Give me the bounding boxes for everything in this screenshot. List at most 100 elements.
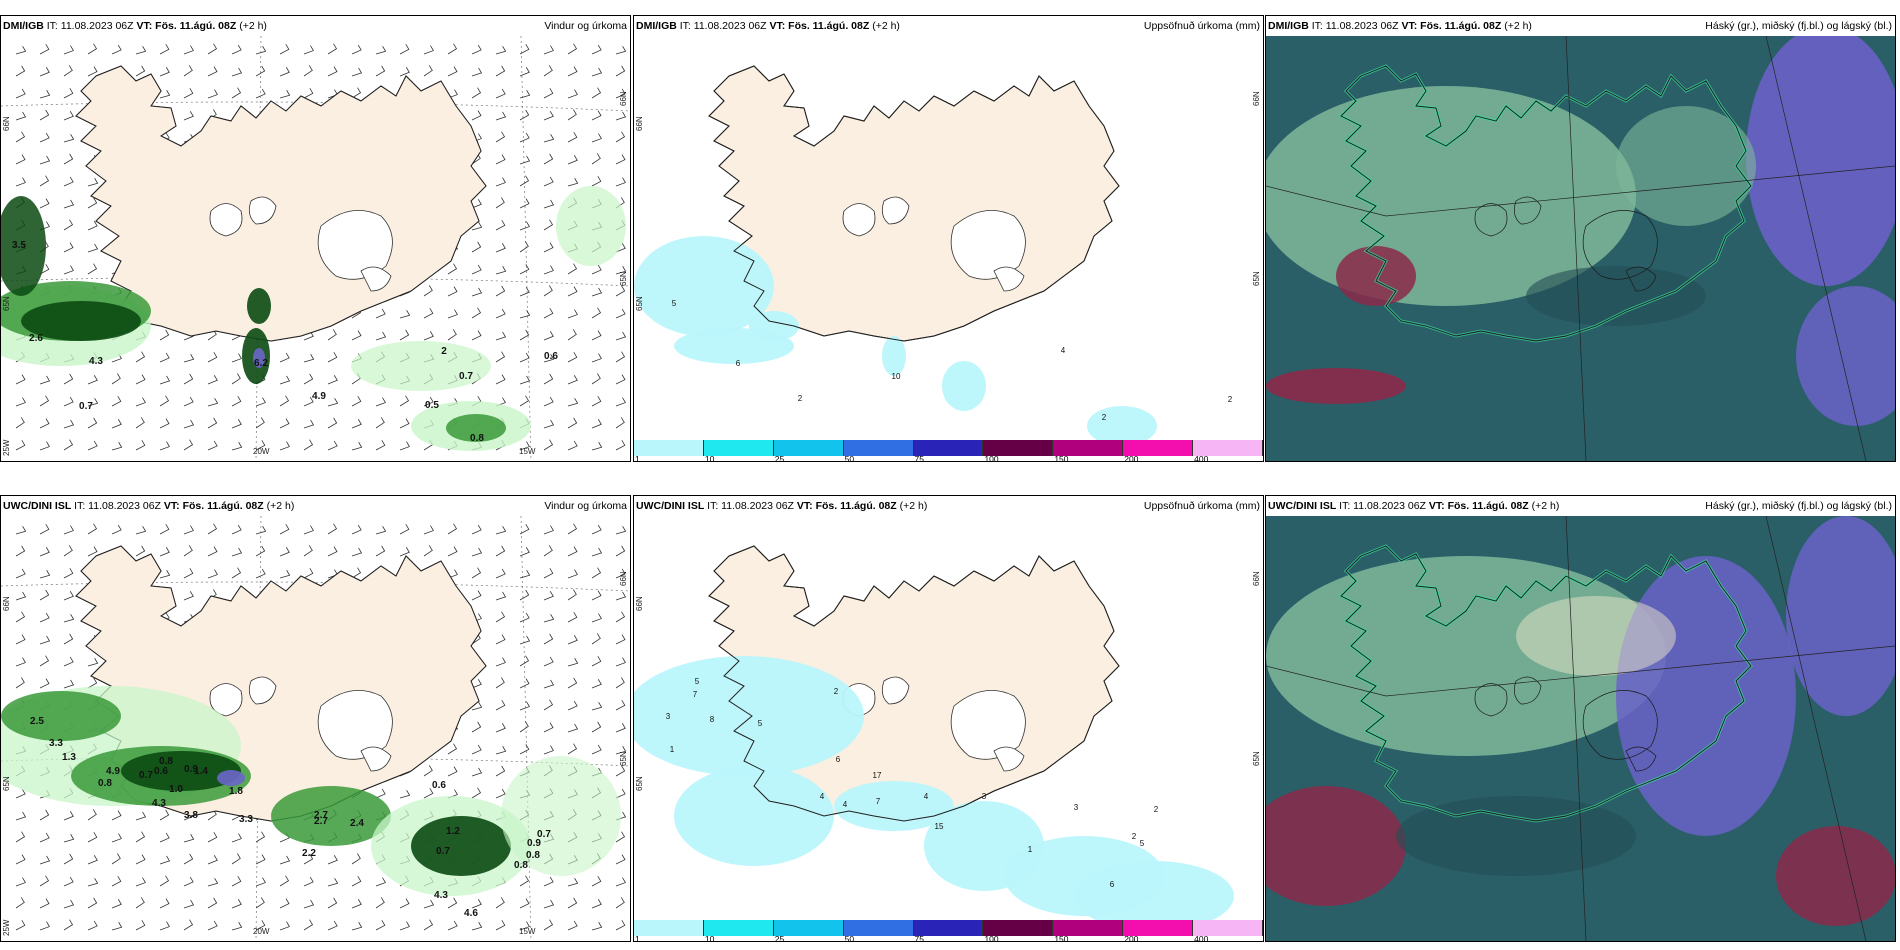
wind-barb [519,395,530,407]
value-label: 8 [710,715,715,724]
value-label: 17 [873,771,882,780]
wind-barb [471,222,483,231]
wind-barb [87,920,98,931]
value-label: 0.7 [459,371,473,382]
panel-header: DMI/IGB IT: 11.08.2023 06Z VT: Fös. 11.á… [634,16,1263,36]
wind-barb [159,898,170,909]
wind-barb [303,65,313,77]
wind-barb [471,199,482,209]
wind-barb [567,132,578,143]
wind-barb [135,811,147,821]
wind-barb [15,634,26,645]
wind-barb [519,175,530,187]
wind-barb [567,155,578,165]
wind-barb [591,396,602,407]
wind-barb [495,111,507,121]
wind-barb [591,353,602,363]
wind-barb [159,395,170,407]
colorbar-swatch [1123,440,1194,456]
wind-barb [423,45,434,55]
wind-barb [615,266,627,275]
wind-barb [519,570,531,579]
wind-barb [159,90,171,99]
value-label: 4 [820,792,825,801]
wind-barb [471,67,483,77]
wind-barb [543,419,555,429]
wind-barb [519,132,530,143]
value-label: 2.4 [350,818,364,829]
wind-barb [543,265,554,275]
wind-barb [351,44,362,55]
wind-barb [543,679,555,689]
wind-barb [39,418,50,429]
wind-barb [591,133,602,143]
wind-barb [63,134,75,143]
wind-barb [591,547,603,557]
wind-barb [567,286,578,297]
wind-barb [423,65,433,77]
wind-barb [231,853,241,865]
wind-barb [303,439,314,451]
wind-barb [231,524,242,535]
valid-time-label: VT: [1401,20,1418,32]
wind-barb [39,132,50,143]
wind-barb [519,547,530,557]
accum-precip-map: 5 6 2 10 4 2 2 66N 65N 66N 65N [634,36,1263,461]
wind-barb [255,877,266,887]
wind-barb [495,154,506,165]
wind-barb [63,919,74,931]
colorbar-swatch [843,440,914,456]
wind-barb [543,439,554,451]
wind-barb [87,832,98,843]
wind-barb [543,285,553,297]
value-label: 3.5 [12,240,26,251]
colorbar-swatch [773,920,844,936]
wind-barb [519,352,530,363]
wind-barb [519,329,530,341]
iceland-coastline [1340,65,1752,342]
lat-label: 65N [619,751,628,766]
wind-barb [39,264,50,275]
wind-barb [207,398,219,407]
wind-barb [519,701,530,711]
wind-barb [39,635,51,645]
wind-barb [111,876,122,887]
wind-barb [567,309,578,319]
wind-barb [87,677,98,689]
wind-barb [327,43,338,55]
wind-barb [63,373,74,385]
wind-barb [615,440,626,451]
colorbar-tick-label: 75 [914,934,925,942]
wind-barb [543,396,554,407]
wind-barb [471,330,482,341]
model-name: DMI/IGB [636,20,677,32]
value-label: 2 [1102,413,1107,422]
wind-barb [207,43,218,55]
wind-barb [15,417,25,429]
wind-barb [15,397,26,407]
wind-barb [111,922,123,931]
wind-barb [543,919,554,931]
value-label: 0.6 [544,351,558,362]
wind-barb [327,352,338,363]
wind-barb [399,310,411,319]
valid-time: Fös. 11.ágú. 08Z [788,20,870,32]
wind-barb [159,44,170,55]
wind-barb [303,919,314,931]
wind-barb [279,90,291,99]
graticule-line [520,516,532,941]
wind-barb [447,766,458,777]
glacier-outline [993,266,1025,292]
wind-barb [375,440,386,451]
wind-barb [111,899,122,909]
wind-barb [279,352,290,363]
precip-area [1,691,121,741]
wind-barb [519,109,530,121]
value-label: 2.2 [302,848,316,859]
wind-barb [351,567,362,579]
wind-barb [15,154,26,165]
glacier-outline [248,196,277,225]
wind-barb [207,920,218,931]
wind-barb [15,831,26,843]
wind-barb [255,920,266,931]
